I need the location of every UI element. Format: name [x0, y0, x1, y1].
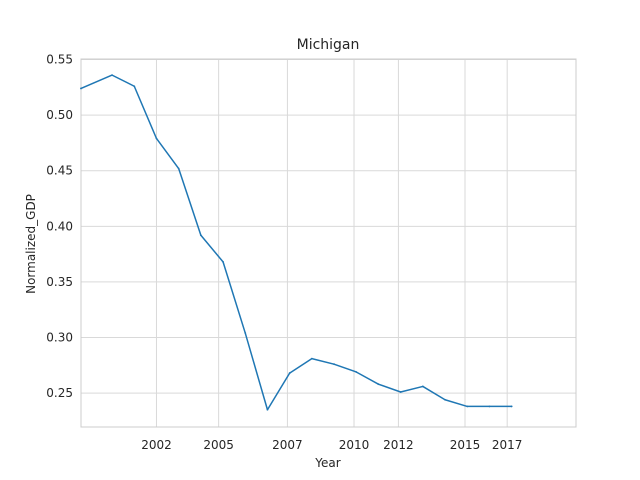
- series-point: [421, 385, 424, 388]
- series-point: [355, 371, 358, 373]
- y-tick-label: 0.25: [46, 386, 73, 400]
- y-tick-label: 0.45: [46, 164, 73, 178]
- x-tick-label: 2012: [383, 438, 414, 452]
- series-point: [155, 137, 158, 140]
- series-point: [111, 74, 113, 77]
- series-point: [444, 398, 446, 401]
- series-line: [80, 74, 513, 411]
- x-tick-label: 2007: [272, 438, 303, 452]
- series-point: [510, 405, 513, 408]
- x-tick-label: 2017: [492, 438, 523, 452]
- x-tick-labels: 2002 2005 2007 2010 2012 2015 2017: [141, 438, 522, 452]
- y-tick-labels: 0.25 0.30 0.35 0.40 0.45 0.50 0.55: [46, 53, 73, 401]
- series-point: [177, 167, 180, 170]
- series-point: [466, 405, 469, 408]
- series-point: [288, 372, 291, 374]
- series-point: [244, 332, 247, 334]
- x-tick-label: 2015: [450, 438, 481, 452]
- series-point: [80, 87, 82, 90]
- series-point: [377, 383, 380, 386]
- x-axis-label: Year: [314, 456, 340, 470]
- series-point: [133, 85, 136, 88]
- series-point: [488, 405, 491, 408]
- series-point: [310, 357, 313, 360]
- y-tick-label: 0.55: [46, 53, 73, 67]
- y-tick-label: 0.30: [46, 331, 73, 345]
- series-point: [399, 391, 402, 393]
- y-axis-label: Normalized_GDP: [24, 194, 38, 294]
- series-point: [333, 363, 335, 366]
- grid-layer: [81, 59, 576, 427]
- series-point: [199, 234, 202, 237]
- plot-frame: [80, 58, 577, 428]
- y-tick-label: 0.35: [46, 275, 73, 289]
- y-tick-label: 0.40: [46, 219, 73, 233]
- y-tick-label: 0.50: [46, 108, 73, 122]
- x-tick-label: 2010: [339, 438, 370, 452]
- series-point: [266, 408, 269, 411]
- x-tick-label: 2002: [141, 438, 172, 452]
- x-tick-label: 2005: [203, 438, 234, 452]
- chart-title: Michigan: [297, 37, 360, 53]
- series-point: [222, 261, 224, 263]
- series-layer: [80, 74, 513, 411]
